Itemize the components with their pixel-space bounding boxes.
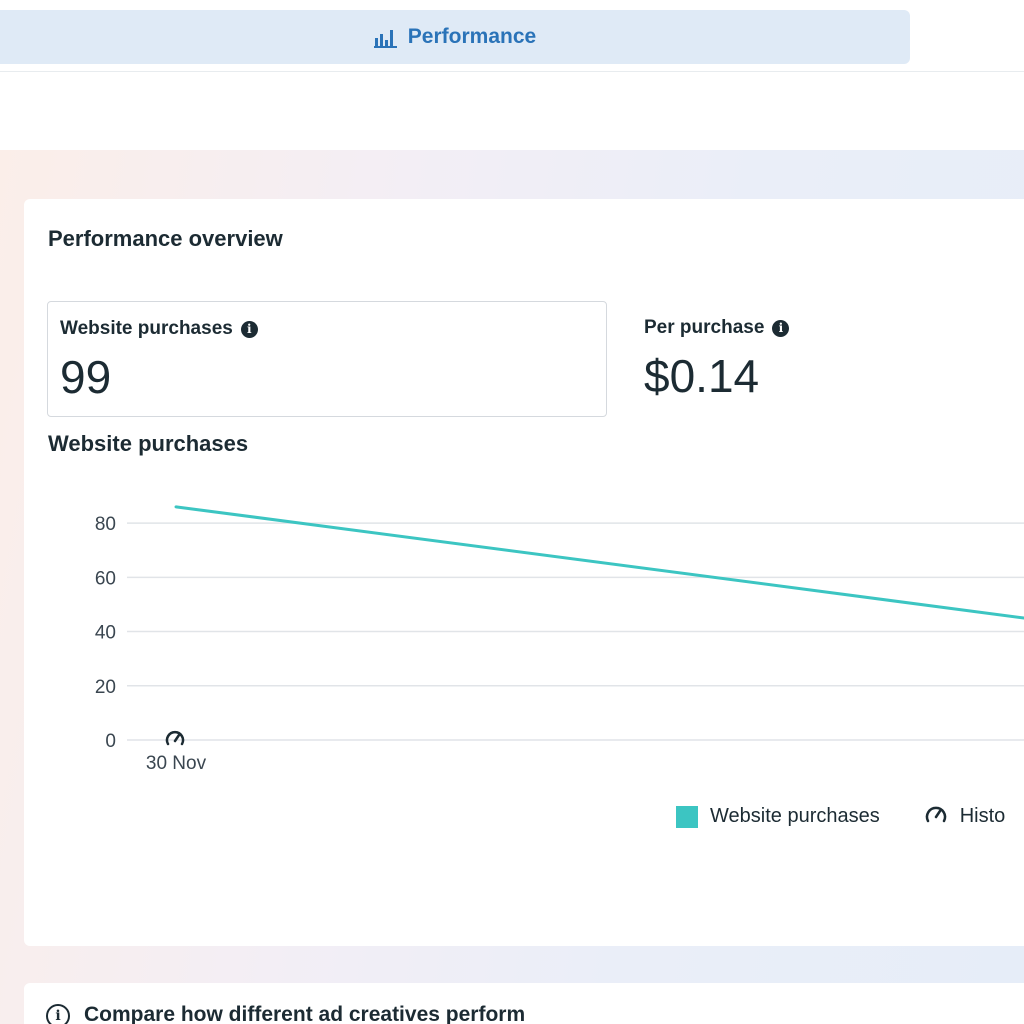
metric-label-text: Website purchases [60, 318, 233, 339]
series-line-website-purchases [174, 505, 1024, 620]
performance-overview-card: Performance overview Website purchases i… [24, 199, 1024, 946]
x-tick-label: 30 Nov [146, 753, 207, 774]
metric-label-text: Per purchase [644, 317, 765, 338]
metric-website-purchases[interactable]: Website purchases i 99 [47, 301, 607, 417]
legend-label: Histo [959, 805, 1006, 827]
legend-item-histo[interactable]: Histo [924, 803, 1006, 830]
legend-item-website-purchases[interactable]: Website purchases [676, 805, 880, 828]
y-tick-label: 40 [95, 623, 116, 644]
speedometer-icon [924, 803, 948, 830]
bar-chart-icon [373, 26, 398, 48]
info-icon[interactable]: i [772, 319, 790, 337]
top-tab-bar: Performance [0, 0, 1024, 72]
info-outline-icon: i [46, 1004, 70, 1024]
y-tick-label: 0 [105, 731, 116, 752]
tab-performance-label: Performance [407, 25, 537, 48]
card-title: Performance overview [48, 226, 283, 251]
compare-title: Compare how different ad creatives perfo… [84, 1003, 526, 1024]
speedometer-icon [165, 730, 185, 746]
compare-creatives-card: i Compare how different ad creatives per… [24, 983, 1024, 1024]
y-tick-label: 80 [95, 514, 116, 535]
metric-value: 99 [60, 351, 112, 403]
chart-legend: Website purchases Histo [676, 803, 1005, 830]
legend-label: Website purchases [710, 805, 880, 827]
chart-title: Website purchases [48, 431, 249, 456]
metric-label: Per purchase i [644, 317, 790, 339]
tab-performance[interactable]: Performance [0, 10, 910, 64]
info-icon[interactable]: i [240, 320, 258, 338]
y-tick-label: 60 [95, 568, 116, 589]
metric-per-purchase[interactable]: Per purchase i $0.14 [632, 301, 1012, 417]
y-tick-label: 20 [95, 677, 116, 698]
metric-value: $0.14 [644, 350, 760, 402]
line-chart: 0 20 40 60 80 30 Nov [95, 505, 1024, 774]
legend-swatch [676, 805, 698, 828]
metric-label: Website purchases i [60, 318, 258, 340]
